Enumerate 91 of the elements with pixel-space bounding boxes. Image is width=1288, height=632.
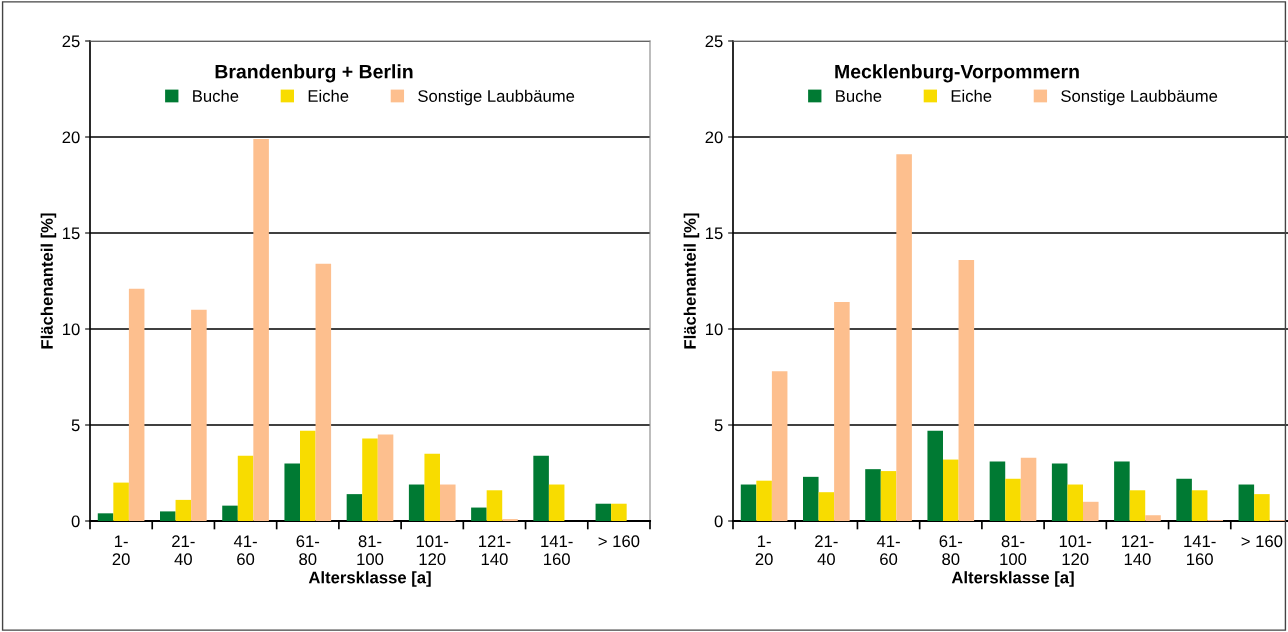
legend-label: Buche	[193, 89, 239, 102]
bar	[818, 492, 835, 521]
x-tick-label: 121- 140	[479, 535, 511, 566]
legend-label: Eiche	[308, 89, 349, 102]
bar	[113, 482, 129, 521]
legend-label: Sonstige Laubbäume	[418, 89, 575, 106]
x-tick-label: 1- 20	[755, 535, 773, 566]
text: Mecklenburg-Vorpommern	[835, 64, 1079, 83]
x-tick-label: 141- 160	[1184, 535, 1216, 566]
bar	[1114, 461, 1130, 521]
bar	[1238, 484, 1255, 521]
bar	[1191, 490, 1208, 521]
legend-label: Sonstige Laubbäume	[1061, 89, 1218, 106]
bar	[1083, 501, 1099, 521]
bar	[595, 503, 612, 521]
bar	[533, 455, 549, 521]
legend-label: Eiche	[951, 89, 992, 102]
bar	[471, 507, 487, 521]
bar	[771, 371, 788, 521]
text: Brandenburg + Berlin	[215, 64, 413, 83]
bar	[740, 484, 757, 521]
bar	[958, 259, 975, 521]
x-tick-label: 81- 100	[1000, 535, 1027, 566]
bar	[896, 154, 912, 521]
bar	[865, 469, 881, 521]
bar	[253, 138, 269, 521]
bar	[408, 484, 425, 521]
y-tick-label: 20	[62, 131, 80, 144]
bar	[803, 476, 819, 521]
x-tick-label: 101- 120	[416, 535, 449, 566]
y-tick-label: 10	[63, 323, 80, 336]
bar	[97, 513, 114, 521]
bar	[927, 430, 943, 521]
bar	[424, 453, 440, 521]
bar	[989, 461, 1006, 521]
y-axis-title: Flächenanteil [%]	[40, 213, 57, 349]
bar	[377, 434, 394, 521]
bar	[175, 499, 192, 521]
bar	[548, 484, 565, 521]
y-tick-label: 15	[706, 227, 723, 240]
bar	[346, 494, 363, 521]
bar	[880, 471, 897, 521]
bar	[1020, 457, 1037, 521]
bar	[284, 463, 300, 521]
bar	[237, 455, 254, 521]
y-axis-title: Flächenanteil [%]	[683, 213, 700, 349]
y-tick-label: 0	[71, 515, 80, 528]
bar	[222, 505, 238, 521]
bar	[756, 480, 772, 521]
x-tick-label: 141- 160	[541, 535, 573, 566]
bar	[486, 490, 503, 521]
y-tick-label: 5	[71, 419, 80, 432]
x-tick-label: 61- 80	[939, 535, 963, 566]
bar	[611, 503, 627, 521]
bar	[1145, 515, 1161, 521]
x-tick-label: > 160	[598, 535, 640, 548]
x-tick-label: 41- 60	[876, 535, 900, 566]
bar	[1005, 478, 1021, 521]
x-axis-title: Altersklasse [a]	[951, 571, 1074, 587]
x-tick-label: 61- 80	[296, 535, 320, 566]
x-tick-label: 121- 140	[1122, 535, 1154, 566]
bar	[834, 302, 850, 521]
x-tick-label: 21- 40	[172, 535, 195, 566]
x-tick-label: 81- 100	[357, 535, 384, 566]
bar	[1176, 478, 1192, 521]
bar	[362, 438, 378, 521]
bar	[943, 459, 959, 521]
y-tick-label: 25	[705, 35, 723, 48]
y-tick-label: 5	[714, 419, 723, 432]
y-tick-label: 15	[63, 227, 80, 240]
bar	[128, 288, 145, 521]
legend-label: Buche	[836, 89, 882, 102]
x-axis-title: Altersklasse [a]	[308, 571, 431, 587]
y-tick-label: 0	[714, 515, 723, 528]
bar	[160, 511, 176, 521]
bar	[1129, 490, 1146, 521]
x-tick-label: 41- 60	[233, 535, 257, 566]
bar	[1051, 463, 1068, 521]
bar	[300, 430, 316, 521]
y-tick-label: 25	[62, 35, 80, 48]
bar	[191, 309, 207, 521]
y-tick-label: 10	[706, 323, 723, 336]
x-tick-label: > 160	[1241, 535, 1283, 548]
bar	[440, 484, 456, 521]
x-tick-label: 101- 120	[1059, 535, 1092, 566]
bar	[315, 263, 332, 521]
bar	[1067, 484, 1083, 521]
y-tick-label: 20	[705, 131, 723, 144]
x-tick-label: 1- 20	[112, 535, 130, 566]
bar	[1254, 494, 1270, 521]
x-tick-label: 21- 40	[815, 535, 838, 566]
